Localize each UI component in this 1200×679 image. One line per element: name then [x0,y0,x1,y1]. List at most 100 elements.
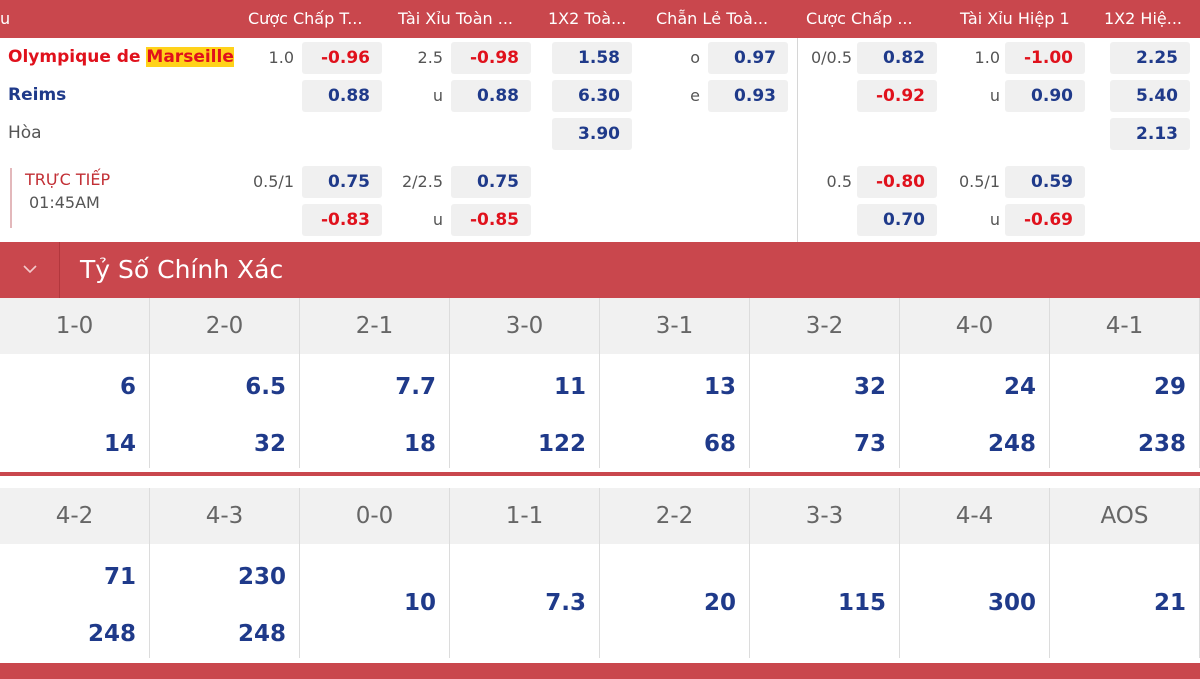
score-odds-value[interactable]: 6.5 [245,374,286,400]
header-col-ft-over-under[interactable]: Tài Xỉu Toàn ... [398,9,514,28]
correct-score-section-header[interactable]: Tỷ Số Chính Xác [0,242,1200,298]
score-odds-value[interactable]: 115 [837,590,886,616]
score-odds-value[interactable]: 32 [853,374,886,400]
correct-score-grid-2: 4-2 4-3 0-0 1-1 2-2 3-3 4-4 AOS 71 248 23… [0,488,1200,658]
h1-handicap-away-odds[interactable]: -0.92 [857,80,937,112]
home-team-highlight: Marseille [146,47,234,67]
next-section-header[interactable] [0,663,1200,679]
ft-total-line: 2.5 [417,48,443,67]
ft-1x2-home-odds[interactable]: 1.58 [552,42,632,74]
h1-over-alt-odds[interactable]: 0.59 [1005,166,1085,198]
ft-handicap-alt-home-odds[interactable]: 0.75 [302,166,382,198]
score-label: 0-0 [300,488,450,544]
score-odds-value[interactable]: 248 [87,621,136,647]
score-odds-cell: 13 68 [600,354,750,468]
score-odds-value[interactable]: 73 [853,431,886,457]
correct-score-grid-1: 1-0 2-0 2-1 3-0 3-1 3-2 4-0 4-1 6 14 6.5 3… [0,298,1200,468]
kickoff-time: 01:45AM [29,193,100,212]
ft-total-line-alt: 2/2.5 [401,172,443,191]
ft-odd-label: o [690,48,700,67]
away-team-name[interactable]: Reims [8,85,67,105]
score-label: 4-0 [900,298,1050,354]
score-odds-value[interactable]: 122 [537,431,586,457]
ft-over-alt-odds[interactable]: 0.75 [451,166,531,198]
score-odds-cell: 24 248 [900,354,1050,468]
header-col-h1-handicap[interactable]: Cược Chấp ... [806,9,913,28]
ft-handicap-alt-away-odds[interactable]: -0.83 [302,204,382,236]
h1-1x2-away-odds[interactable]: 5.40 [1110,80,1190,112]
score-odds-cell: 7.3 [450,544,600,658]
header-col-ft-1x2[interactable]: 1X2 Toà... [548,9,627,28]
score-label: 4-2 [0,488,150,544]
ft-handicap-home-odds[interactable]: -0.96 [302,42,382,74]
score-odds-value[interactable]: 29 [1153,374,1186,400]
score-odds-value[interactable]: 32 [253,431,286,457]
score-odds-value[interactable]: 13 [703,374,736,400]
score-label: 4-4 [900,488,1050,544]
header-col-team[interactable]: u [0,9,11,28]
h1-under-label: u [989,86,1000,105]
ft-handicap-line: 1.0 [268,48,294,67]
ft-under-label: u [432,86,443,105]
score-odds-value[interactable]: 11 [553,374,586,400]
h1-handicap-alt-away-odds[interactable]: 0.70 [857,204,937,236]
ft-under-odds[interactable]: 0.88 [451,80,531,112]
half-divider [797,38,798,242]
score-odds-value[interactable]: 21 [1153,590,1186,616]
score-odds-value[interactable]: 14 [103,431,136,457]
score-odds-value[interactable]: 24 [1003,374,1036,400]
ft-under-alt-label: u [432,210,443,229]
live-label: TRỰC TIẾP [25,170,111,189]
score-odds-value[interactable]: 20 [703,590,736,616]
ft-even-odds[interactable]: 0.93 [708,80,788,112]
score-odds-value[interactable]: 238 [1137,431,1186,457]
chevron-down-icon [23,265,37,274]
score-label: 2-0 [150,298,300,354]
header-col-ft-odd-even[interactable]: Chẵn Lẻ Toà... [656,9,769,28]
score-odds-value[interactable]: 6 [119,374,136,400]
h1-total-line-alt: 0.5/1 [958,172,1000,191]
h1-over-odds[interactable]: -1.00 [1005,42,1085,74]
score-odds-value[interactable]: 230 [237,564,286,590]
score-odds-value[interactable]: 68 [703,431,736,457]
h1-1x2-draw-odds[interactable]: 2.13 [1110,118,1190,150]
score-label: 3-2 [750,298,900,354]
h1-under-alt-label: u [989,210,1000,229]
score-odds-value[interactable]: 7.3 [545,590,586,616]
score-odds-cell: 115 [750,544,900,658]
match-odds-panel: Olympique de Marseille Reims Hòa TRỰC TI… [0,38,1200,242]
ft-odd-odds[interactable]: 0.97 [708,42,788,74]
score-odds-value[interactable]: 10 [403,590,436,616]
header-col-h1-over-under[interactable]: Tài Xỉu Hiệp 1 [960,9,1070,28]
h1-under-alt-odds[interactable]: -0.69 [1005,204,1085,236]
score-label: 3-0 [450,298,600,354]
home-team-name[interactable]: Olympique de Marseille [8,47,234,67]
score-label: 1-0 [0,298,150,354]
h1-handicap-alt-home-odds[interactable]: -0.80 [857,166,937,198]
ft-over-odds[interactable]: -0.98 [451,42,531,74]
score-odds-value[interactable]: 300 [987,590,1036,616]
ft-1x2-away-odds[interactable]: 6.30 [552,80,632,112]
collapse-toggle[interactable] [0,242,60,298]
score-label: 4-1 [1050,298,1200,354]
ft-handicap-away-odds[interactable]: 0.88 [302,80,382,112]
score-odds-value[interactable]: 248 [237,621,286,647]
h1-handicap-home-odds[interactable]: 0.82 [857,42,937,74]
header-col-ft-handicap[interactable]: Cược Chấp T... [248,9,363,28]
h1-total-line: 1.0 [974,48,1000,67]
score-odds-value[interactable]: 7.7 [395,374,436,400]
score-label: 3-1 [600,298,750,354]
ft-under-alt-odds[interactable]: -0.85 [451,204,531,236]
odds-table-header: u Cược Chấp T... Tài Xỉu Toàn ... 1X2 To… [0,0,1200,38]
header-col-h1-1x2[interactable]: 1X2 Hiệ... [1104,9,1182,28]
score-odds-value[interactable]: 248 [987,431,1036,457]
score-odds-value[interactable]: 18 [403,431,436,457]
score-label: 4-3 [150,488,300,544]
h1-1x2-home-odds[interactable]: 2.25 [1110,42,1190,74]
score-odds-value[interactable]: 71 [103,564,136,590]
score-odds-cell: 6 14 [0,354,150,468]
score-odds-cell: 7.7 18 [300,354,450,468]
h1-under-odds[interactable]: 0.90 [1005,80,1085,112]
live-status: TRỰC TIẾP 01:45AM [10,168,110,228]
ft-1x2-draw-odds[interactable]: 3.90 [552,118,632,150]
